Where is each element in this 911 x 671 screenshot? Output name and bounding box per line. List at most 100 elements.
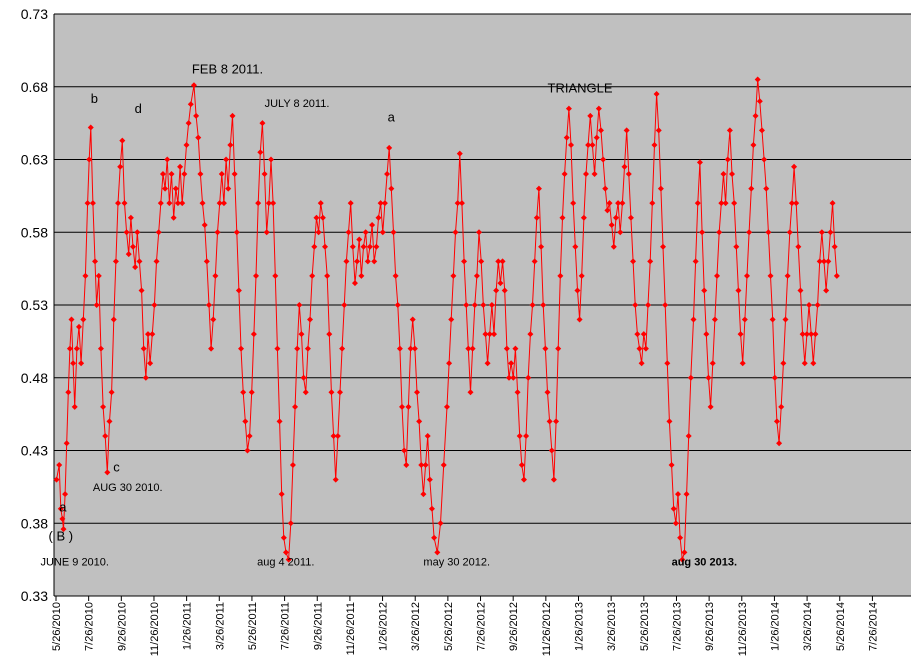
- data-point: [388, 185, 395, 192]
- data-point: [123, 229, 130, 236]
- data-point: [458, 200, 465, 207]
- data-point: [102, 432, 109, 439]
- data-point: [75, 323, 82, 330]
- data-point: [606, 200, 613, 207]
- data-point: [307, 316, 314, 323]
- data-point: [68, 316, 75, 323]
- data-point: [394, 302, 401, 308]
- data-point: [157, 200, 164, 207]
- data-point: [220, 200, 227, 207]
- data-point: [724, 156, 731, 163]
- data-point: [424, 432, 431, 439]
- data-point: [505, 374, 512, 381]
- data-point: [829, 200, 836, 207]
- data-point: [56, 462, 63, 469]
- data-point: [409, 316, 416, 323]
- data-point: [454, 200, 461, 207]
- data-point: [518, 462, 525, 469]
- data-point: [827, 229, 834, 236]
- x-tick-label: 9/26/2011: [312, 602, 324, 650]
- data-point: [322, 243, 329, 250]
- data-point: [115, 200, 122, 207]
- annotation-label: FEB 8 2011.: [192, 62, 263, 77]
- data-point: [80, 316, 87, 323]
- data-point: [544, 389, 551, 396]
- data-point: [636, 345, 643, 352]
- data-point: [553, 418, 560, 425]
- data-point: [89, 200, 96, 207]
- data-point: [510, 374, 517, 381]
- data-point: [808, 331, 815, 338]
- data-point: [630, 258, 637, 265]
- data-point: [529, 302, 536, 308]
- data-point: [240, 389, 247, 396]
- annotation-layer: FEB 8 2011. JULY 8 2011. TRIANGLE a b d c AUG 3…: [40, 62, 737, 569]
- y-tick-labels: 0.33 0.38 0.43 0.48 0.53 0.58 0.63 0.68 0.73: [21, 6, 48, 604]
- y-tick-label: 0.73: [21, 6, 48, 22]
- data-point: [765, 229, 772, 236]
- data-point: [197, 171, 204, 178]
- data-point: [339, 345, 346, 352]
- data-point: [448, 316, 455, 323]
- data-point: [362, 229, 369, 236]
- data-point: [469, 345, 476, 352]
- data-point: [78, 360, 85, 367]
- data-point: [471, 302, 478, 308]
- data-point: [580, 214, 587, 221]
- data-point: [714, 272, 721, 279]
- data-point: [373, 243, 380, 250]
- x-tick-label: 11/26/2010: [149, 602, 161, 656]
- data-point: [597, 127, 604, 134]
- data-point: [112, 258, 119, 265]
- data-point: [62, 491, 69, 498]
- data-point: [302, 389, 309, 396]
- data-point: [491, 331, 498, 338]
- data-point: [130, 243, 137, 250]
- data-point: [739, 360, 746, 367]
- y-tick-label: 0.48: [21, 370, 48, 386]
- data-point: [358, 272, 365, 279]
- data-point: [627, 214, 634, 221]
- data-point: [538, 243, 545, 250]
- annotation-label: AUG 30 2010.: [93, 482, 163, 494]
- data-point: [778, 403, 785, 410]
- data-point: [446, 360, 453, 367]
- x-tick-label: 7/26/2014: [867, 602, 879, 651]
- data-point: [791, 163, 798, 170]
- data-point: [720, 171, 727, 178]
- data-point: [467, 389, 474, 396]
- data-point: [127, 214, 134, 221]
- x-tick-label: 11/26/2013: [737, 602, 749, 656]
- annotation-label: a: [59, 500, 67, 515]
- data-point: [317, 200, 324, 207]
- data-point: [771, 374, 778, 381]
- data-point: [482, 331, 489, 338]
- data-point: [520, 476, 527, 483]
- data-point: [540, 302, 547, 308]
- data-point: [195, 134, 202, 141]
- data-point: [351, 280, 358, 287]
- data-point: [604, 207, 611, 214]
- data-point: [407, 345, 414, 352]
- data-point: [199, 200, 206, 207]
- data-point: [65, 389, 72, 396]
- data-point: [216, 200, 223, 207]
- data-point: [190, 82, 197, 89]
- data-point: [523, 432, 530, 439]
- data-point: [821, 258, 828, 265]
- data-point: [769, 316, 776, 323]
- x-tick-label: 1/26/2012: [378, 602, 390, 651]
- data-point: [683, 491, 690, 498]
- data-point: [674, 491, 681, 498]
- data-point: [255, 200, 262, 207]
- data-point: [440, 462, 447, 469]
- data-point: [84, 200, 91, 207]
- data-point: [833, 272, 840, 279]
- x-tick-label: 3/26/2013: [606, 602, 618, 651]
- data-point: [172, 185, 179, 192]
- data-point: [542, 345, 549, 352]
- data-point: [405, 403, 412, 410]
- data-point: [179, 200, 186, 207]
- x-tick-label: 1/26/2013: [574, 602, 586, 651]
- data-point: [121, 200, 128, 207]
